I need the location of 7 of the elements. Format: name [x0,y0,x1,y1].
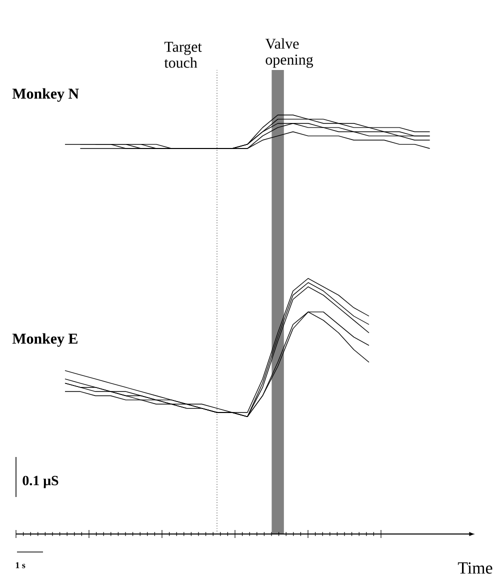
annotation: 0.1 μS [22,476,58,488]
text: Target touch [164,42,202,68]
annotation: Monkey E [12,333,78,347]
text: Valve opening [265,38,314,68]
text: 1 s [16,562,26,568]
text: Monkey N [12,88,79,102]
x-axis-title: Time [458,562,492,574]
